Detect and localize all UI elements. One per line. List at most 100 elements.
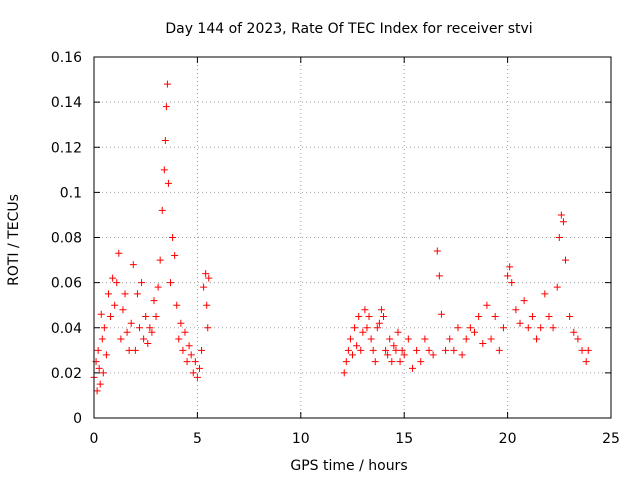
data-point [355, 312, 363, 320]
data-point [437, 310, 445, 318]
data-point [408, 364, 416, 372]
data-point [204, 324, 212, 332]
data-point [386, 335, 394, 343]
data-point [508, 279, 516, 287]
x-axis-label: GPS time / hours [290, 458, 407, 474]
data-point [475, 312, 483, 320]
data-point [549, 324, 557, 332]
data-point [187, 351, 195, 359]
data-point [377, 306, 385, 314]
data-point [127, 319, 135, 327]
data-point [156, 256, 164, 264]
data-point [479, 340, 487, 348]
data-point [346, 335, 354, 343]
data-point [499, 324, 507, 332]
data-point [183, 358, 191, 366]
data-point [99, 369, 107, 377]
data-point [429, 351, 437, 359]
data-point [425, 346, 433, 354]
y-tick-label: 0 [73, 411, 82, 427]
data-point [205, 274, 213, 282]
data-point [584, 346, 592, 354]
data-point [462, 335, 470, 343]
data-point [363, 324, 371, 332]
data-point [466, 324, 474, 332]
data-point [179, 346, 187, 354]
data-point [111, 301, 119, 309]
y-tick-label: 0.12 [51, 140, 82, 156]
data-point [135, 324, 143, 332]
data-point [93, 387, 101, 395]
data-point [154, 283, 162, 291]
data-point [371, 358, 379, 366]
data-point [198, 346, 206, 354]
data-point [537, 324, 545, 332]
data-point [162, 103, 170, 111]
data-point [574, 335, 582, 343]
data-point [557, 211, 565, 219]
data-point [367, 335, 375, 343]
data-point [107, 312, 115, 320]
data-point [349, 351, 356, 359]
data-point [413, 346, 421, 354]
data-point [202, 270, 210, 278]
data-point [361, 306, 369, 314]
data-point [398, 346, 406, 354]
data-point [169, 234, 177, 241]
data-point [342, 358, 350, 366]
data-point [98, 335, 106, 343]
data-point [167, 279, 175, 287]
data-point [146, 324, 154, 332]
data-point [357, 346, 365, 354]
x-tick-label: 25 [602, 431, 620, 447]
data-point [189, 369, 197, 377]
data-point [173, 301, 181, 309]
data-point [171, 252, 179, 260]
data-point [404, 335, 412, 343]
data-point [384, 351, 392, 359]
data-point [388, 358, 396, 366]
data-point [545, 312, 553, 320]
x-tick-label: 5 [193, 431, 202, 447]
data-point [109, 274, 117, 282]
data-point [582, 358, 590, 366]
data-point [123, 328, 131, 336]
data-point [100, 324, 108, 332]
data-point [373, 324, 381, 332]
data-point [524, 324, 532, 332]
data-point [129, 261, 137, 269]
data-point [97, 310, 105, 318]
data-point [131, 346, 139, 354]
data-point [392, 346, 400, 354]
data-point [458, 351, 466, 359]
data-point [102, 351, 110, 359]
data-point [520, 297, 528, 305]
data-point [516, 319, 524, 327]
data-point [195, 364, 203, 372]
data-point [442, 346, 450, 354]
data-point [528, 312, 536, 320]
data-point [113, 279, 121, 287]
data-point [185, 342, 193, 350]
data-point [562, 256, 570, 264]
data-points [90, 80, 592, 395]
x-tick-label: 0 [90, 431, 99, 447]
y-tick-label: 0.08 [51, 231, 82, 247]
data-point [150, 297, 158, 305]
data-point [506, 263, 514, 271]
data-point [353, 342, 361, 350]
data-point [487, 335, 495, 343]
data-point [491, 312, 499, 320]
data-point [200, 283, 208, 291]
data-point [417, 358, 425, 366]
data-point [193, 373, 201, 381]
data-point [142, 312, 150, 320]
data-point [555, 234, 563, 241]
data-point [164, 179, 172, 187]
y-tick-label: 0.16 [51, 50, 82, 66]
data-point [375, 319, 383, 327]
data-point [541, 290, 549, 298]
data-point [115, 249, 123, 257]
data-point [504, 272, 512, 280]
